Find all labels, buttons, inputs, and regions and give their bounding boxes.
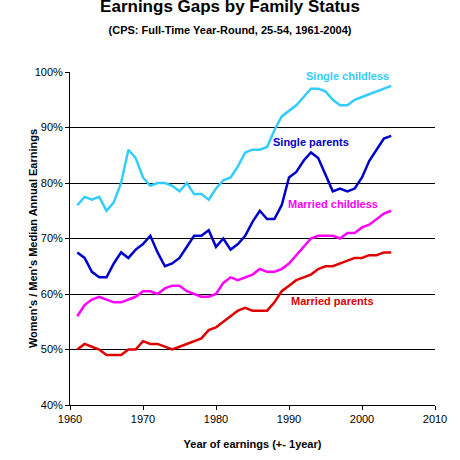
svg-text:40%: 40% — [41, 399, 63, 411]
svg-text:2000: 2000 — [350, 413, 374, 425]
svg-text:70%: 70% — [41, 232, 63, 244]
svg-text:1990: 1990 — [277, 413, 301, 425]
svg-text:60%: 60% — [41, 288, 63, 300]
svg-text:100%: 100% — [35, 66, 63, 78]
svg-text:Married childless: Married childless — [288, 198, 378, 210]
svg-text:1970: 1970 — [131, 413, 155, 425]
svg-text:Earnings Gaps by Family Status: Earnings Gaps by Family Status(CPS: Full… — [100, 0, 360, 36]
svg-text:1980: 1980 — [204, 413, 228, 425]
svg-text:Single parents: Single parents — [273, 136, 349, 148]
svg-text:50%: 50% — [41, 343, 63, 355]
svg-text:90%: 90% — [41, 121, 63, 133]
svg-text:80%: 80% — [41, 177, 63, 189]
svg-text:1960: 1960 — [58, 413, 82, 425]
svg-text:Year of earnings (+- 1year): Year of earnings (+- 1year) — [184, 438, 322, 450]
svg-text:Women's / Men's Median Annual: Women's / Men's Median Annual Earnings — [27, 129, 39, 348]
svg-text:2010: 2010 — [423, 413, 447, 425]
svg-text:Married parents: Married parents — [291, 295, 374, 307]
svg-text:Single childless: Single childless — [306, 70, 389, 82]
